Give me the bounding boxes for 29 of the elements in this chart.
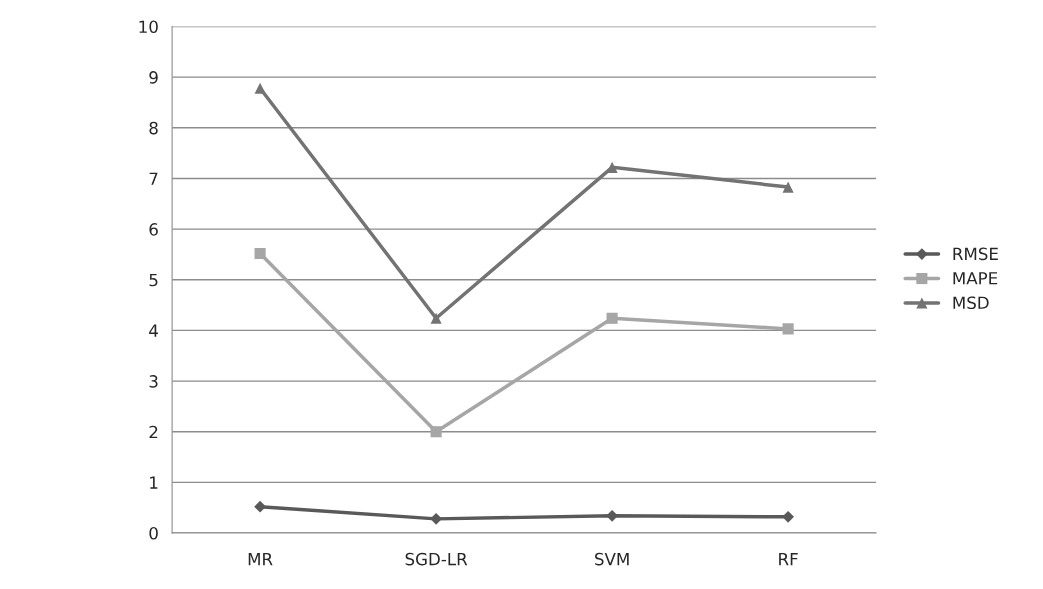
point <box>430 426 442 438</box>
point <box>782 181 794 193</box>
y-tick-label: 9 <box>149 71 158 84</box>
legend-label: RMSE <box>953 247 998 261</box>
x-tick-label: SGD-LR <box>405 552 468 566</box>
point <box>254 500 266 513</box>
legend-label: MAPE <box>953 272 998 285</box>
point <box>606 509 618 522</box>
y-tick-label: 0 <box>149 527 158 540</box>
point <box>782 510 795 523</box>
y-tick-label: 1 <box>150 476 158 489</box>
point <box>782 323 794 335</box>
y-tick-label: 7 <box>149 172 158 185</box>
point <box>430 512 442 525</box>
y-tick-label: 5 <box>149 273 158 287</box>
point <box>430 312 442 324</box>
y-tick-label: 6 <box>149 223 158 236</box>
point <box>254 82 266 94</box>
x-tick-label: SVM <box>595 552 629 566</box>
x-tick-label: MR <box>248 553 273 566</box>
y-tick-label: 8 <box>149 121 158 135</box>
point <box>254 247 266 259</box>
point <box>606 312 618 324</box>
legend-label: MSD <box>953 296 989 310</box>
y-tick-label: 3 <box>149 375 158 388</box>
y-tick-label: 2 <box>149 425 158 439</box>
y-tick-label: 10 <box>139 20 158 34</box>
x-tick-label: RF <box>779 553 798 566</box>
y-tick-label: 4 <box>149 324 158 337</box>
